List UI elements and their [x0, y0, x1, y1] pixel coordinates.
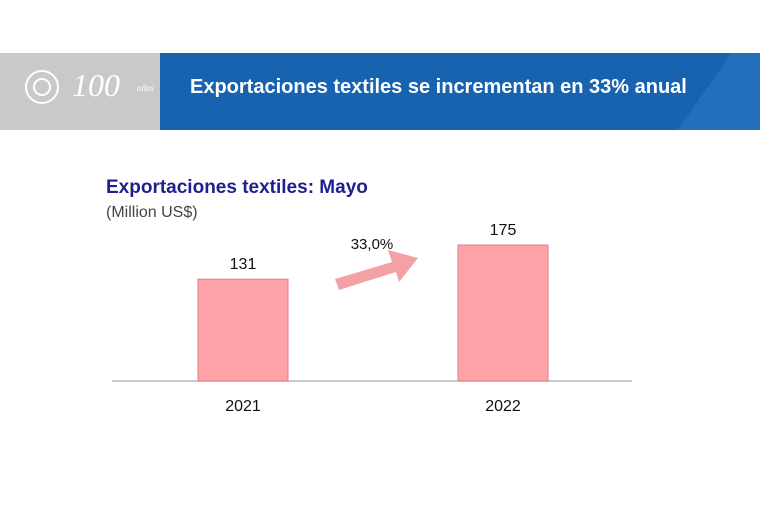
bank-seal-icon	[25, 70, 59, 104]
x-tick-label-2022: 2022	[485, 398, 521, 415]
logo-number: 100	[72, 67, 120, 103]
page-title: Exportaciones textiles se incrementan en…	[190, 76, 687, 98]
header-banner: 100 años Exportaciones textiles se incre…	[0, 53, 760, 130]
x-tick-label-2021: 2021	[225, 398, 261, 415]
bar-2022	[457, 244, 549, 382]
chart-title: Exportaciones textiles: Mayo	[106, 177, 368, 198]
growth-arrow-shape	[335, 250, 418, 290]
title-panel: Exportaciones textiles se incrementan en…	[160, 53, 760, 130]
growth-annotation: 33,0%	[351, 236, 394, 253]
logo-subtext: años	[137, 83, 155, 93]
growth-arrow: 33,0%	[335, 236, 418, 290]
chart-subtitle: (Million US$)	[106, 204, 198, 221]
data-label-2022: 175	[490, 222, 517, 239]
logo-panel: 100 años	[0, 53, 160, 130]
data-label-2021: 131	[230, 256, 257, 273]
bar-2021	[197, 278, 289, 382]
